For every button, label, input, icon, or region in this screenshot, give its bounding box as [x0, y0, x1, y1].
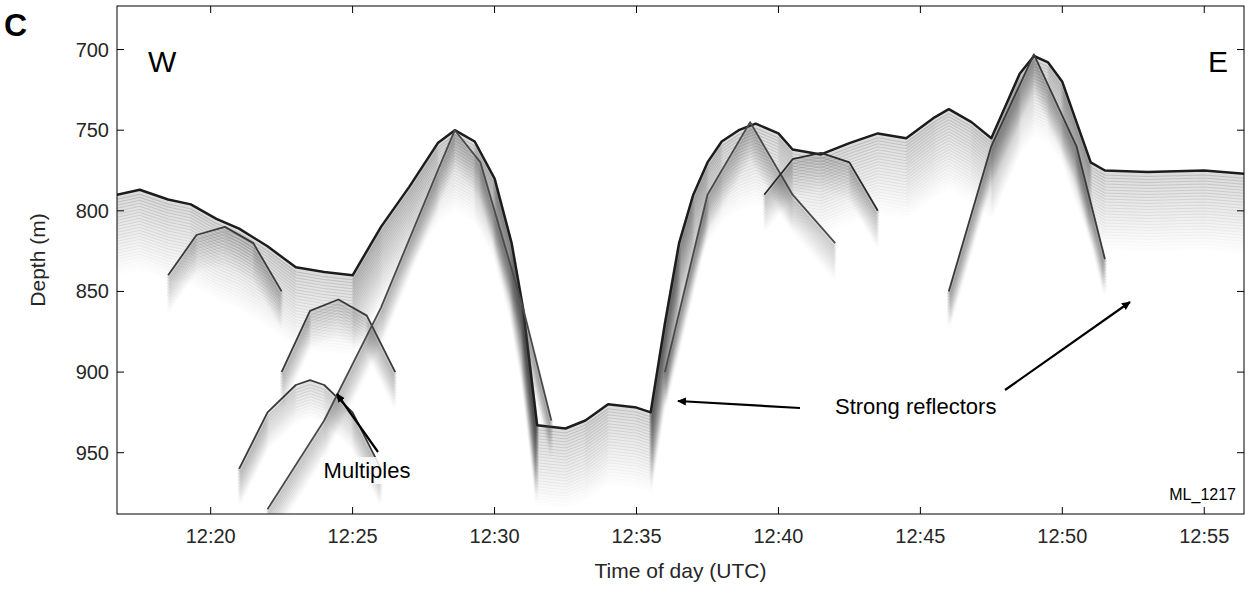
y-tick: [117, 210, 124, 211]
y-axis-title: Depth (m): [26, 213, 49, 306]
y-tick: [117, 130, 124, 131]
y-tick-label: 750: [76, 119, 109, 141]
echo-shadow: [268, 139, 552, 514]
echo-shadow: [949, 78, 1105, 315]
x-tick-label: 12:50: [1037, 525, 1087, 547]
y-tick-label: 700: [76, 39, 109, 61]
echo-shadow: [268, 142, 552, 514]
echo-shadow: [268, 136, 552, 514]
echo-shadow: [949, 57, 1105, 327]
echoes: [117, 54, 1244, 514]
annotation-group: ML_1217: [1166, 485, 1239, 505]
echo-shadow: [949, 84, 1105, 321]
annotation: E: [1208, 45, 1228, 78]
x-tick-label: 12:55: [1179, 525, 1229, 547]
x-tick: [1062, 6, 1063, 13]
chart: 700 750 800 850 900 950 12:20 12:25 12:30 12:35 12…: [0, 0, 1248, 596]
echo-shadow: [764, 156, 878, 247]
annotation-group: E: [1208, 45, 1228, 78]
x-tick-label: 12:45: [895, 525, 945, 547]
y-tick-label: 850: [76, 280, 109, 302]
echo-shadow: [949, 63, 1105, 300]
y-tick-label: 800: [76, 200, 109, 222]
x-tick: [636, 507, 637, 514]
x-tick: [210, 6, 211, 13]
y-tick: [1237, 372, 1244, 373]
y-tick-label: 950: [76, 442, 109, 464]
annotation: Strong reflectors: [835, 394, 996, 419]
echo-shadow: [949, 57, 1105, 294]
x-tick-label: 12:40: [753, 525, 803, 547]
echo-shadow: [268, 133, 552, 514]
plot-frame: [117, 6, 1244, 514]
y-tick: [117, 452, 124, 453]
label-patch: [1166, 485, 1239, 505]
y-tick: [1237, 452, 1244, 453]
echo-shadow: [949, 72, 1105, 309]
x-tick-label: 12:35: [611, 525, 661, 547]
y-tick: [1237, 210, 1244, 211]
x-tick: [920, 6, 921, 13]
x-axis-title: Time of day (UTC): [595, 559, 767, 582]
y-tick: [1237, 291, 1244, 292]
y-tick: [117, 49, 124, 50]
annotation-arrow: [678, 401, 800, 408]
echo-shadow: [949, 81, 1105, 318]
reflector-line: [117, 56, 1244, 429]
reflector-line: [268, 130, 552, 509]
echo-shadow: [268, 145, 552, 514]
x-tick: [494, 507, 495, 514]
annotation-group: Strong reflectors: [832, 393, 999, 420]
reflector-line: [949, 54, 1105, 291]
x-tick: [352, 507, 353, 514]
x-tick-label: 12:25: [328, 525, 378, 547]
x-tick: [352, 6, 353, 13]
echo-shadow: [949, 66, 1105, 303]
echo-shadow: [949, 69, 1105, 306]
x-tick: [494, 6, 495, 13]
x-tick: [778, 6, 779, 13]
reflector-line: [764, 153, 878, 211]
x-tick: [920, 507, 921, 514]
panel-letter: C: [4, 7, 27, 43]
annotation: ML_1217: [1169, 486, 1236, 504]
annotation-arrow: [337, 394, 378, 452]
label-patch: [832, 393, 999, 420]
y-tick: [1237, 49, 1244, 50]
y-tick: [117, 372, 124, 373]
reflector-line: [168, 227, 282, 292]
echo-shadow: [168, 230, 282, 328]
echo-shadow: [764, 156, 878, 214]
x-tick-label: 12:20: [186, 525, 236, 547]
x-tick: [636, 6, 637, 13]
x-tick: [778, 507, 779, 514]
y-tick: [1237, 130, 1244, 131]
plot-area: [117, 6, 1244, 514]
annotation-group: W: [148, 45, 177, 78]
y-tick-label: 900: [76, 361, 109, 383]
echo-shadow: [949, 75, 1105, 312]
x-tick: [1062, 507, 1063, 514]
echo-shadow: [949, 60, 1105, 297]
x-tick-label: 12:30: [470, 525, 520, 547]
y-tick: [117, 291, 124, 292]
annotation-arrow: [1005, 302, 1130, 390]
x-tick: [1204, 507, 1205, 514]
echo-shadow: [117, 59, 1244, 507]
echo-shadow: [949, 87, 1105, 324]
annotation-group: Multiples: [321, 457, 414, 484]
annotation: W: [148, 45, 177, 78]
label-patch: [321, 457, 414, 484]
x-tick: [1204, 6, 1205, 13]
x-tick: [210, 507, 211, 514]
echo-shadow: [268, 133, 552, 512]
annotation: Multiples: [324, 458, 411, 483]
